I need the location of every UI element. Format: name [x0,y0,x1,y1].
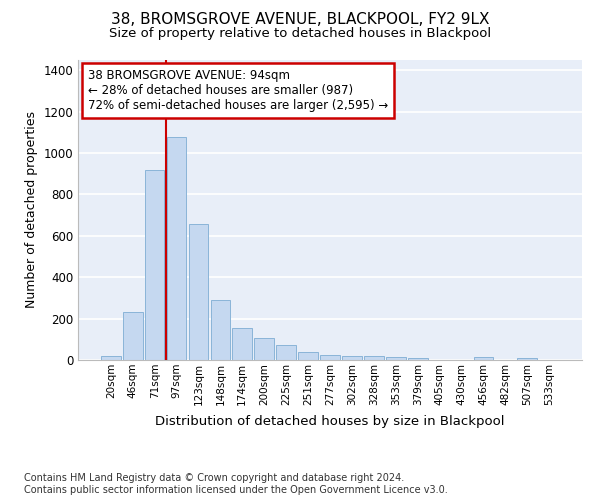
Bar [232,328,252,360]
Bar [386,357,406,360]
Bar [254,338,274,360]
Text: Size of property relative to detached houses in Blackpool: Size of property relative to detached ho… [109,28,491,40]
Bar [517,358,537,360]
Text: 38, BROMSGROVE AVENUE, BLACKPOOL, FY2 9LX: 38, BROMSGROVE AVENUE, BLACKPOOL, FY2 9L… [111,12,489,28]
Bar [342,356,362,360]
Bar [364,356,384,360]
Bar [167,136,187,360]
Bar [211,300,230,360]
Bar [123,312,143,360]
Bar [473,357,493,360]
Bar [101,356,121,360]
Bar [145,170,164,360]
Bar [188,224,208,360]
Bar [298,352,318,360]
Text: Contains HM Land Registry data © Crown copyright and database right 2024.
Contai: Contains HM Land Registry data © Crown c… [24,474,448,495]
Bar [276,345,296,360]
Text: Distribution of detached houses by size in Blackpool: Distribution of detached houses by size … [155,415,505,428]
Bar [408,358,428,360]
Bar [320,355,340,360]
Text: 38 BROMSGROVE AVENUE: 94sqm
← 28% of detached houses are smaller (987)
72% of se: 38 BROMSGROVE AVENUE: 94sqm ← 28% of det… [88,69,388,112]
Y-axis label: Number of detached properties: Number of detached properties [25,112,38,308]
